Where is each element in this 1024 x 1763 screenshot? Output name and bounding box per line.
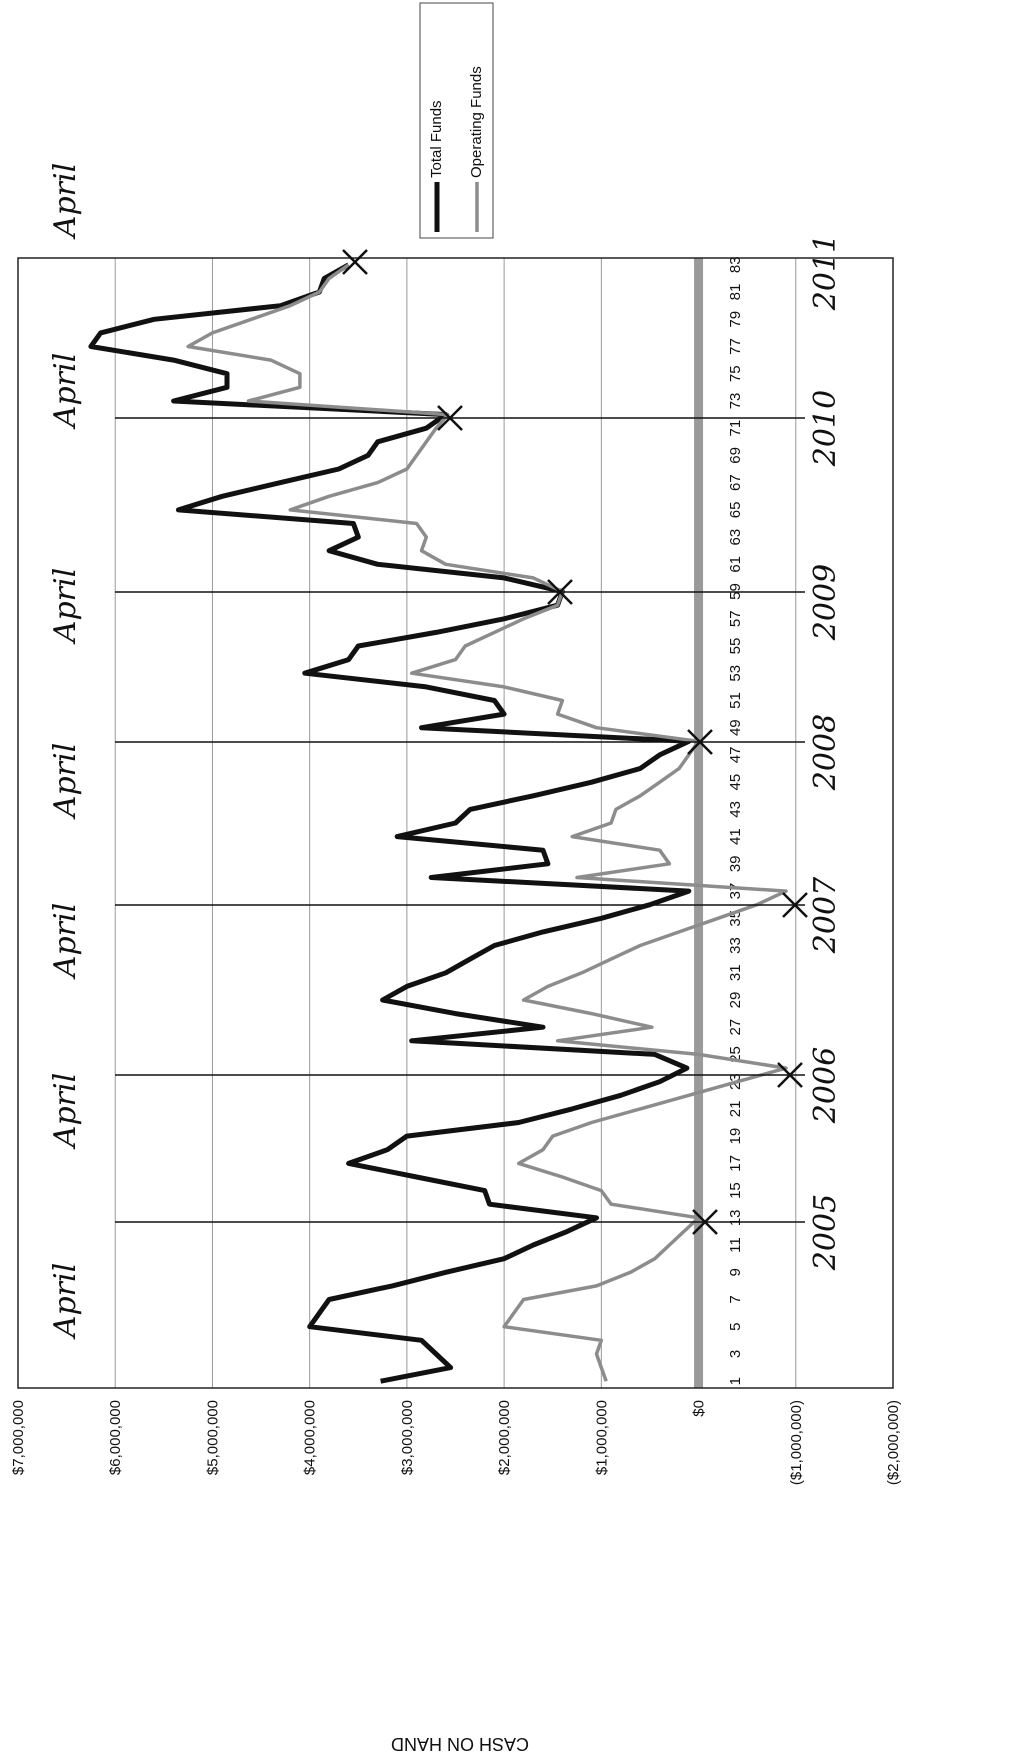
series-line xyxy=(186,263,788,1382)
x-tick-label: 15 xyxy=(727,1182,744,1199)
y-tick-label: $0 xyxy=(691,1400,708,1417)
y-tick-label: $2,000,000 xyxy=(496,1400,513,1475)
x-tick-label: 1 xyxy=(727,1377,744,1385)
x-tick-label: 45 xyxy=(727,774,744,791)
annotation-x xyxy=(547,579,573,605)
annotation-x xyxy=(687,729,713,755)
x-tick-label: 49 xyxy=(727,719,744,736)
y-tick-label: $6,000,000 xyxy=(107,1400,124,1475)
x-tick-label: 83 xyxy=(727,256,744,273)
x-tick-label: 63 xyxy=(727,529,744,546)
y-tick-label: $5,000,000 xyxy=(204,1400,221,1475)
legend-box xyxy=(419,2,494,239)
x-tick-label: 9 xyxy=(727,1268,744,1276)
x-tick-label: 3 xyxy=(727,1350,744,1358)
plot-frame xyxy=(17,257,894,1389)
x-tick-label: 11 xyxy=(727,1237,744,1253)
y-tick-label: ($2,000,000) xyxy=(885,1400,902,1485)
x-tick-label: 47 xyxy=(727,747,744,764)
handwritten-year: 2009 xyxy=(808,564,843,641)
annotation-x xyxy=(692,1209,718,1235)
x-tick-label: 81 xyxy=(727,284,744,301)
x-tick-label: 55 xyxy=(727,638,744,655)
x-tick-label: 69 xyxy=(727,447,744,464)
y-tick-label: ($1,000,000) xyxy=(788,1400,805,1485)
legend-label: Operating Funds xyxy=(468,66,485,178)
x-tick-label: 19 xyxy=(727,1128,744,1145)
handwritten-month: April xyxy=(48,1263,83,1340)
handwritten-year: 2005 xyxy=(808,1194,843,1271)
annotation-x xyxy=(782,892,808,918)
handwritten-year: 2010 xyxy=(808,390,843,467)
x-tick-label: 33 xyxy=(727,937,744,954)
x-tick-label: 27 xyxy=(727,1019,744,1036)
x-tick-label: 39 xyxy=(727,855,744,872)
annotation-x xyxy=(342,249,368,275)
x-tick-label: 43 xyxy=(727,801,744,818)
x-tick-label: 65 xyxy=(727,502,744,519)
x-tick-label: 67 xyxy=(727,474,744,491)
x-tick-label: 51 xyxy=(727,692,744,709)
x-tick-label: 5 xyxy=(727,1323,744,1331)
x-tick-label: 17 xyxy=(727,1155,744,1172)
handwritten-month: April xyxy=(48,353,83,430)
handwritten-month: April xyxy=(48,568,83,645)
handwritten-year: 2007 xyxy=(808,876,843,954)
x-tick-label: 41 xyxy=(727,828,744,845)
annotation-x xyxy=(777,1062,803,1088)
x-tick-label: 73 xyxy=(727,393,744,410)
x-tick-label: 53 xyxy=(727,665,744,682)
x-tick-label: 57 xyxy=(727,610,744,627)
handwritten-month: April xyxy=(48,163,83,240)
y-tick-label: $4,000,000 xyxy=(302,1400,319,1475)
series-line xyxy=(88,262,692,1384)
x-tick-label: 21 xyxy=(727,1101,744,1118)
handwritten-month: April xyxy=(48,1073,83,1150)
axis-title: CASH ON HAND xyxy=(391,1734,529,1754)
x-tick-label: 75 xyxy=(727,365,744,382)
x-tick-label: 71 xyxy=(727,420,744,437)
x-tick-label: 79 xyxy=(727,311,744,328)
y-tick-label: $3,000,000 xyxy=(399,1400,416,1475)
x-tick-label: 61 xyxy=(727,556,744,573)
handwritten-year: 2008 xyxy=(808,714,843,791)
x-tick-label: 29 xyxy=(727,992,744,1009)
legend-label: Total Funds xyxy=(428,100,445,178)
y-tick-label: $7,000,000 xyxy=(10,1400,27,1475)
x-tick-label: 37 xyxy=(727,883,744,900)
handwritten-month: April xyxy=(48,903,83,980)
handwritten-year: 2006 xyxy=(808,1047,843,1124)
annotation-x xyxy=(437,405,463,431)
x-tick-label: 13 xyxy=(727,1209,744,1226)
handwritten-year: 2011 xyxy=(808,234,843,311)
handwritten-month: April xyxy=(48,743,83,820)
y-tick-label: $1,000,000 xyxy=(593,1400,610,1475)
x-tick-label: 7 xyxy=(727,1295,744,1303)
x-tick-label: 31 xyxy=(727,964,744,981)
x-tick-label: 77 xyxy=(727,338,744,355)
